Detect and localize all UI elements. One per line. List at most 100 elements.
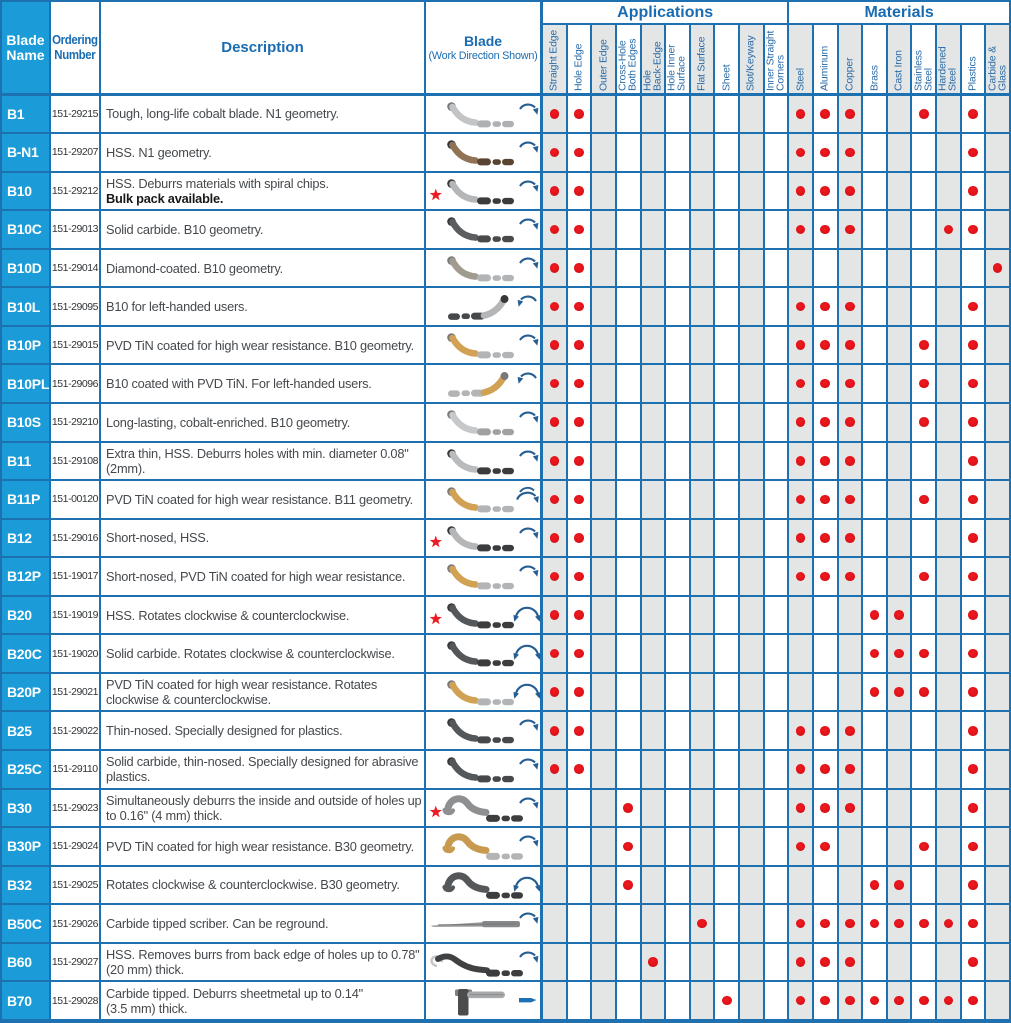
matrix-cell	[740, 866, 763, 904]
capability-dot	[968, 456, 978, 466]
matrix-cell	[937, 172, 960, 210]
ordering-number: 151-29096	[51, 365, 99, 402]
matrix-cell	[641, 442, 665, 480]
matrix-cell	[641, 403, 665, 441]
matrix-cell	[666, 365, 689, 402]
description-text: Tough, long-life cobalt blade. N1 geomet…	[106, 106, 339, 122]
blade-drawing	[447, 101, 539, 127]
matrix-cell	[863, 828, 886, 865]
column-label-outer-edge: Outer Edge	[592, 25, 615, 93]
matrix-cell	[764, 403, 788, 441]
matrix-cell	[961, 95, 985, 133]
matrix-cell	[740, 789, 763, 827]
matrix-cell	[592, 134, 615, 171]
column-label-plastics: Plastics	[961, 25, 985, 93]
column-label-hole-edge: Hole Edge	[567, 25, 591, 93]
blade-name-b70: B70	[2, 982, 49, 1019]
capability-dot	[918, 340, 929, 350]
capability-dot	[845, 417, 855, 428]
matrix-cell	[641, 635, 665, 672]
matrix-cell	[961, 249, 985, 287]
matrix-cell	[666, 288, 689, 325]
matrix-cell	[641, 828, 665, 865]
matrix-cell	[764, 442, 788, 480]
matrix-cell	[937, 403, 960, 441]
matrix-cell	[715, 442, 739, 480]
matrix-cell	[912, 211, 936, 248]
blade-name-b25: B25	[2, 712, 49, 749]
matrix-cell	[887, 943, 911, 981]
capability-dot	[845, 378, 855, 389]
capability-dot	[795, 301, 806, 312]
description-text: Solid carbide. Rotates clockwise & count…	[106, 646, 395, 662]
description: PVD TiN coated for high wear resistance.…	[101, 326, 424, 364]
capability-dot	[894, 918, 904, 929]
matrix-cell	[543, 326, 566, 364]
matrix-cell	[764, 95, 788, 133]
matrix-cell	[690, 866, 714, 904]
matrix-cell	[986, 943, 1009, 981]
matrix-cell	[543, 558, 566, 595]
description-text: PVD TiN coated for high wear resistance.…	[106, 677, 378, 708]
capability-dot	[574, 533, 584, 543]
blade-name-b-n1: B-N1	[2, 134, 49, 171]
matrix-cell	[863, 519, 886, 557]
capability-dot	[869, 995, 880, 1006]
capability-dot	[623, 803, 633, 813]
matrix-cell	[789, 905, 812, 942]
matrix-cell	[764, 134, 788, 171]
capability-dot	[795, 803, 806, 813]
matrix-cell	[543, 712, 566, 749]
matrix-cell	[789, 365, 812, 402]
matrix-cell	[764, 288, 788, 325]
description-text: PVD TiN coated for high wear resistance.…	[106, 491, 414, 507]
blade-name-b20c: B20C	[2, 635, 49, 672]
capability-dot	[918, 494, 929, 505]
matrix-cell	[715, 326, 739, 364]
column-label-text: Brass	[868, 65, 881, 91]
capability-dot	[845, 764, 855, 775]
description: Short-nosed, HSS.	[101, 519, 424, 557]
matrix-cell	[986, 403, 1009, 441]
matrix-cell	[592, 288, 615, 325]
matrix-cell	[937, 596, 960, 634]
capability-dot	[918, 841, 929, 852]
capability-dot	[574, 378, 584, 389]
matrix-cell	[616, 403, 640, 441]
matrix-cell	[863, 943, 886, 981]
matrix-cell	[838, 365, 862, 402]
matrix-cell	[813, 365, 837, 402]
description-note: Bulk pack available.	[106, 190, 224, 206]
blade-drawing	[447, 217, 539, 243]
matrix-cell	[986, 134, 1009, 171]
matrix-cell	[666, 519, 689, 557]
description: Carbide tipped. Deburrs sheetmetal up to…	[101, 982, 424, 1019]
capability-dot	[968, 340, 978, 350]
capability-dot	[869, 687, 880, 697]
capability-dot	[549, 301, 560, 312]
matrix-cell	[715, 828, 739, 865]
matrix-cell	[592, 635, 615, 672]
capability-dot	[845, 224, 855, 235]
matrix-cell	[543, 172, 566, 210]
matrix-cell	[567, 673, 591, 711]
blade-drawing	[447, 486, 539, 513]
matrix-cell	[616, 982, 640, 1019]
matrix-cell	[641, 943, 665, 981]
capability-dot	[549, 648, 560, 659]
matrix-cell	[813, 249, 837, 287]
capability-dot	[721, 995, 732, 1006]
capability-dot	[795, 995, 806, 1006]
column-label-text: Outer Edge	[597, 39, 610, 91]
column-label-text: Straight Edge	[548, 29, 561, 91]
matrix-cell	[961, 211, 985, 248]
blade-drawing	[447, 410, 539, 436]
matrix-cell	[666, 558, 689, 595]
blade-image-b20c	[426, 635, 541, 672]
capability-dot	[845, 533, 855, 543]
capability-dot	[820, 224, 831, 235]
ordering-number: 151-29108	[51, 442, 99, 480]
matrix-cell	[616, 712, 640, 749]
capability-dot	[795, 417, 806, 428]
matrix-cell	[690, 211, 714, 248]
